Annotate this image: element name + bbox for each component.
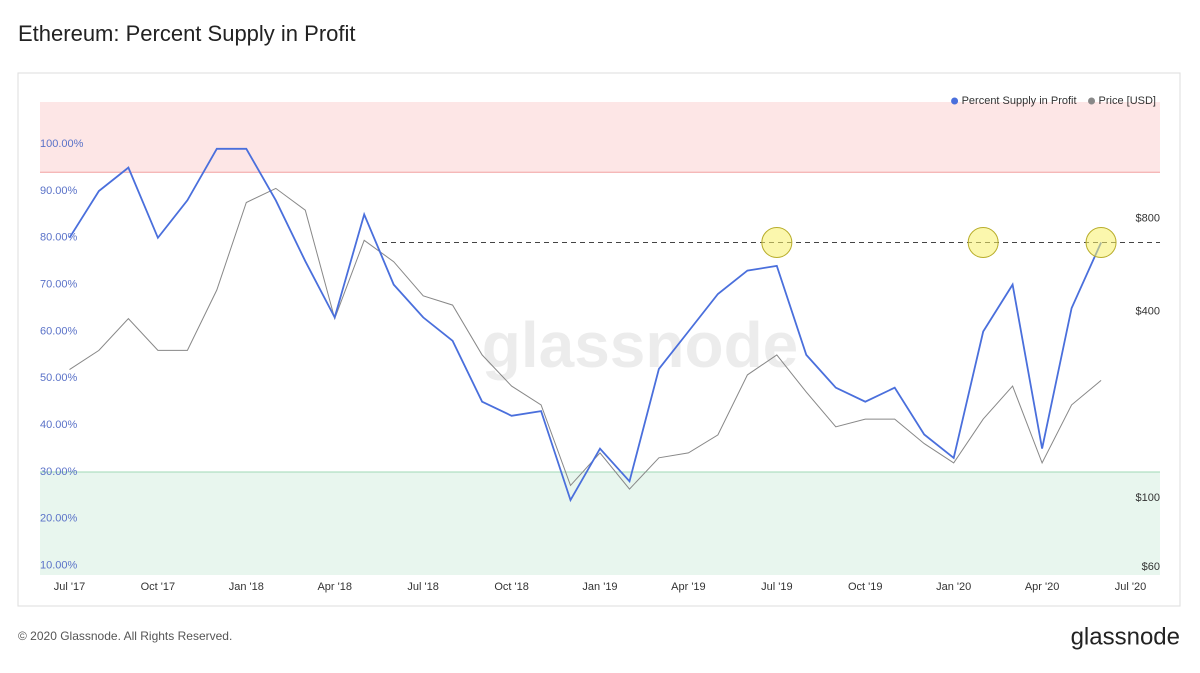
brand: glassnode bbox=[1071, 623, 1180, 650]
highlight bbox=[761, 226, 793, 258]
y-tick-label: 70.00% bbox=[40, 279, 78, 291]
chart-frame bbox=[17, 72, 1181, 607]
watermark: glassnode bbox=[482, 309, 799, 381]
y2-tick-label: $400 bbox=[1136, 306, 1160, 318]
x-tick-label: Jul '19 bbox=[761, 581, 792, 593]
legend-swatch bbox=[951, 97, 959, 105]
footer: © 2020 Glassnode. All Rights Reserved. bbox=[18, 629, 232, 643]
legend-swatch bbox=[1088, 97, 1096, 105]
y-tick-label: 30.00% bbox=[40, 466, 78, 478]
y2-tick-label: $60 bbox=[1142, 561, 1160, 573]
plot-area: glassnode 10.00% 20.00% 30.00% 40.00% 50.00% 6… bbox=[40, 95, 1160, 593]
chart-title: Ethereum: Percent Supply in Profit bbox=[18, 21, 356, 46]
zone bbox=[40, 102, 1160, 173]
legend-label: Percent Supply in Profit bbox=[962, 95, 1077, 107]
y-tick-label: 50.00% bbox=[40, 372, 78, 384]
x-tick-label: Oct '19 bbox=[848, 581, 883, 593]
y-tick-label: 100.00% bbox=[40, 138, 84, 150]
x-tick-label: Jul '20 bbox=[1115, 581, 1146, 593]
y-tick-label: 40.00% bbox=[40, 419, 78, 431]
y-tick-label: 10.00% bbox=[40, 560, 78, 572]
highlight bbox=[967, 226, 999, 258]
y2-tick-label: $800 bbox=[1136, 212, 1160, 224]
x-tick-label: Apr '18 bbox=[317, 581, 352, 593]
x-tick-label: Jul '17 bbox=[54, 581, 85, 593]
y-tick-label: 90.00% bbox=[40, 185, 78, 197]
x-tick-label: Apr '19 bbox=[671, 581, 706, 593]
zone bbox=[40, 471, 1160, 575]
x-tick-label: Oct '17 bbox=[141, 581, 176, 593]
x-tick-label: Jan '20 bbox=[936, 581, 971, 593]
x-tick-label: Apr '20 bbox=[1025, 581, 1060, 593]
highlight bbox=[1085, 226, 1117, 258]
series-line bbox=[68, 147, 1102, 503]
y-tick-label: 80.00% bbox=[40, 232, 78, 244]
y-tick-label: 60.00% bbox=[40, 325, 78, 337]
x-tick-label: Jan '18 bbox=[229, 581, 264, 593]
legend-label: Price [USD] bbox=[1099, 95, 1156, 107]
series-line bbox=[69, 187, 1102, 490]
x-tick-label: Oct '18 bbox=[494, 581, 529, 593]
y-tick-label: 20.00% bbox=[40, 513, 78, 525]
x-tick-label: Jul '18 bbox=[407, 581, 438, 593]
x-tick-label: Jan '19 bbox=[582, 581, 617, 593]
y2-tick-label: $100 bbox=[1136, 492, 1160, 504]
